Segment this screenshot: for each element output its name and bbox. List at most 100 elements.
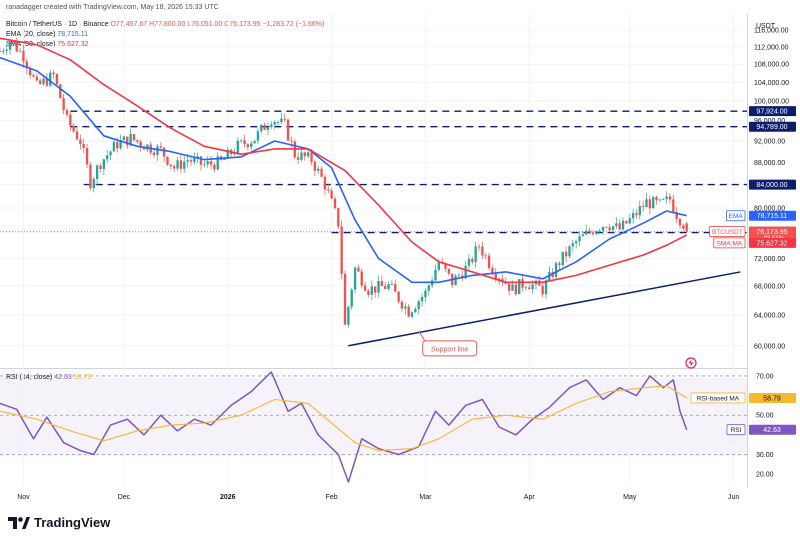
- candle[interactable]: [621, 217, 625, 231]
- candle[interactable]: [18, 47, 22, 53]
- candle[interactable]: [62, 93, 65, 115]
- candle[interactable]: [122, 135, 126, 141]
- candle[interactable]: [85, 144, 89, 168]
- candle[interactable]: [471, 257, 474, 265]
- rsi-legend[interactable]: RSI (14, close) 42.63 58.79: [6, 374, 91, 381]
- candle[interactable]: [106, 149, 109, 163]
- candle[interactable]: [280, 112, 283, 125]
- candle[interactable]: [250, 140, 253, 151]
- candle[interactable]: [631, 208, 635, 224]
- candle[interactable]: [139, 139, 142, 152]
- candle[interactable]: [99, 163, 102, 173]
- candle[interactable]: [303, 151, 307, 161]
- candle[interactable]: [179, 154, 183, 173]
- candle[interactable]: [256, 128, 260, 145]
- candle[interactable]: [52, 70, 55, 79]
- candle[interactable]: [260, 124, 263, 134]
- candle[interactable]: [605, 226, 608, 229]
- candle[interactable]: [340, 220, 343, 280]
- candle[interactable]: [645, 193, 648, 208]
- candle[interactable]: [390, 280, 394, 285]
- candle[interactable]: [266, 122, 270, 136]
- candle[interactable]: [638, 200, 641, 220]
- candle[interactable]: [427, 283, 430, 296]
- candle[interactable]: [397, 290, 400, 304]
- ema-20-line[interactable]: [0, 56, 687, 284]
- candle[interactable]: [615, 217, 618, 229]
- candle[interactable]: [156, 144, 159, 161]
- sma-50-line[interactable]: [0, 37, 688, 284]
- candle[interactable]: [5, 44, 8, 55]
- candle[interactable]: [521, 275, 524, 292]
- candle[interactable]: [611, 225, 615, 234]
- candle[interactable]: [524, 285, 528, 291]
- candle[interactable]: [571, 239, 574, 252]
- candle[interactable]: [8, 39, 12, 55]
- candle[interactable]: [270, 121, 273, 129]
- candle[interactable]: [414, 306, 417, 313]
- candle[interactable]: [407, 304, 410, 318]
- candle[interactable]: [635, 209, 638, 219]
- candle[interactable]: [564, 246, 568, 263]
- candle[interactable]: [176, 157, 179, 172]
- rsi-ma-line[interactable]: [0, 385, 687, 452]
- candle[interactable]: [159, 142, 162, 150]
- candle[interactable]: [343, 270, 347, 326]
- rsi-ma-value-tag[interactable]: 58.79 RSI-based MA: [690, 392, 796, 404]
- candle[interactable]: [276, 120, 280, 127]
- candle[interactable]: [79, 134, 82, 150]
- candle[interactable]: [307, 148, 310, 159]
- candle[interactable]: [447, 268, 451, 277]
- candle[interactable]: [374, 286, 377, 298]
- candle[interactable]: [585, 224, 588, 236]
- candle[interactable]: [129, 128, 132, 147]
- candle[interactable]: [487, 252, 491, 271]
- candle[interactable]: [2, 48, 5, 55]
- candle[interactable]: [591, 230, 595, 236]
- candle[interactable]: [662, 198, 665, 201]
- candle[interactable]: [69, 111, 72, 131]
- candle[interactable]: [504, 277, 507, 285]
- candle[interactable]: [588, 227, 591, 235]
- candle[interactable]: [42, 76, 45, 87]
- candle[interactable]: [290, 136, 293, 148]
- candle[interactable]: [558, 261, 561, 271]
- candle[interactable]: [400, 300, 404, 312]
- candle[interactable]: [578, 231, 581, 246]
- rsi-line[interactable]: [0, 371, 688, 483]
- candle[interactable]: [15, 37, 18, 53]
- candle[interactable]: [377, 275, 380, 298]
- candle[interactable]: [286, 118, 290, 142]
- candle[interactable]: [568, 245, 571, 259]
- candle[interactable]: [55, 73, 59, 86]
- candle[interactable]: [668, 193, 672, 204]
- candle[interactable]: [283, 113, 286, 123]
- candle[interactable]: [35, 73, 39, 82]
- candle[interactable]: [420, 293, 424, 307]
- candle[interactable]: [323, 174, 327, 196]
- candle[interactable]: [300, 148, 303, 162]
- candle[interactable]: [608, 223, 611, 233]
- candle[interactable]: [541, 283, 544, 298]
- candle[interactable]: [561, 251, 564, 268]
- candle[interactable]: [72, 122, 75, 134]
- ema-legend[interactable]: EMA (20, close) 78,715.11: [6, 31, 88, 38]
- candle[interactable]: [685, 221, 688, 233]
- level-price-tag[interactable]: 94,789.00: [749, 121, 796, 132]
- candle[interactable]: [313, 159, 317, 176]
- candle[interactable]: [136, 139, 139, 144]
- candle[interactable]: [410, 311, 414, 319]
- candle[interactable]: [32, 73, 35, 78]
- sma-price-tag[interactable]: 75,627.32 SMA:MA: [713, 237, 796, 249]
- candle[interactable]: [544, 276, 548, 300]
- candle[interactable]: [675, 206, 678, 224]
- candle[interactable]: [601, 226, 605, 236]
- candle[interactable]: [350, 288, 353, 310]
- candle[interactable]: [598, 229, 601, 235]
- candle[interactable]: [95, 163, 99, 186]
- candle[interactable]: [273, 120, 276, 130]
- candle[interactable]: [236, 137, 240, 156]
- candle[interactable]: [173, 163, 176, 172]
- candle[interactable]: [59, 83, 62, 99]
- candle[interactable]: [253, 140, 256, 144]
